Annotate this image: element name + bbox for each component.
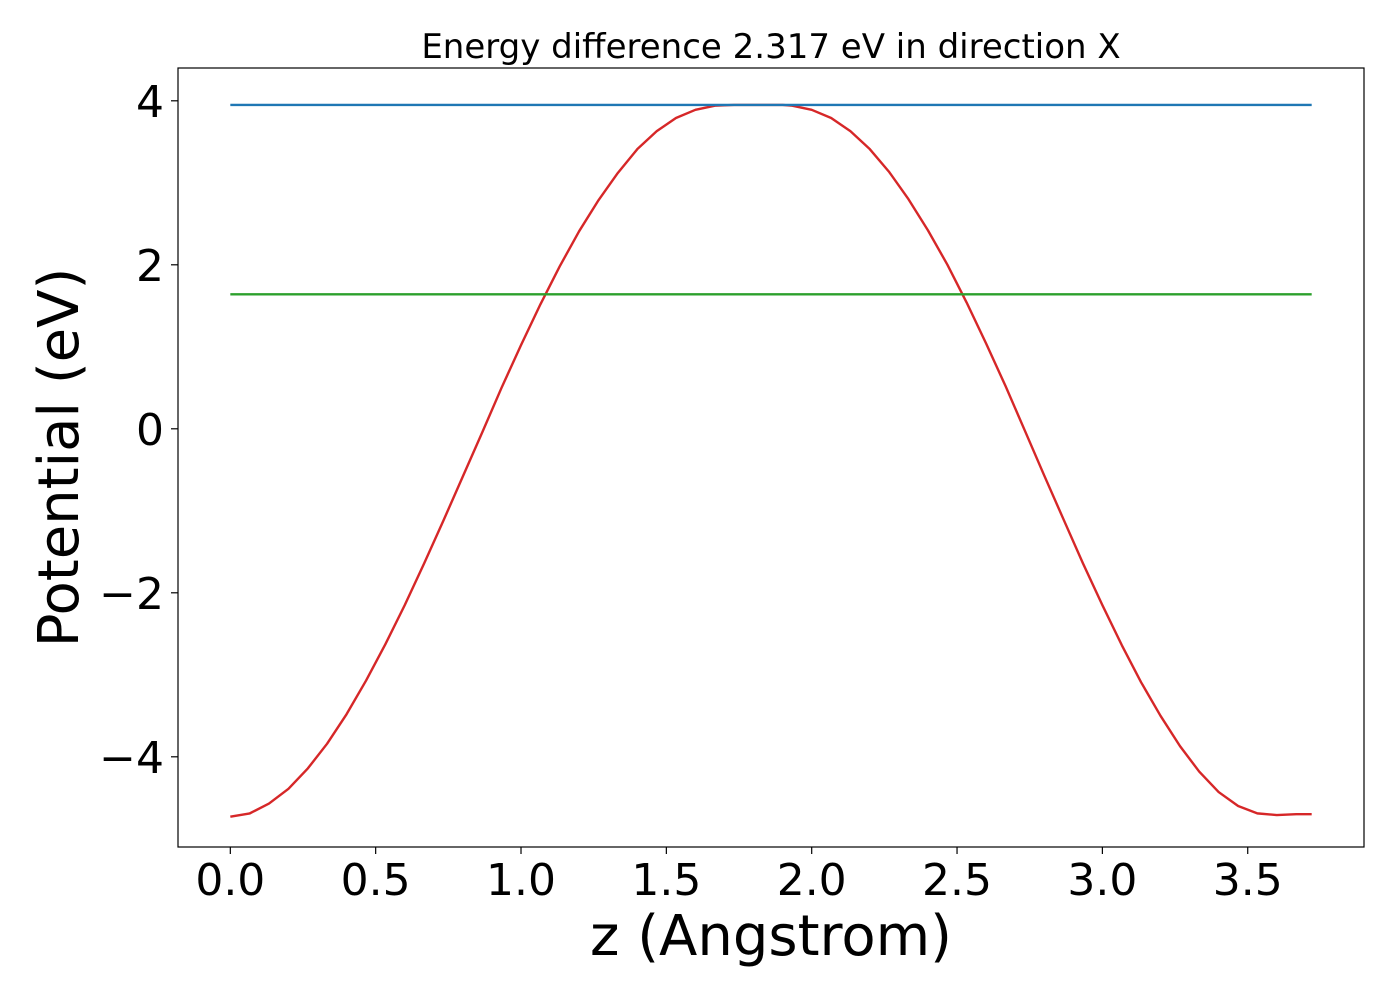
y-tick-label: 0	[136, 405, 164, 456]
x-tick-label: 1.0	[486, 855, 556, 906]
y-tick-label: 2	[136, 241, 164, 292]
x-tick-label: 1.5	[631, 855, 701, 906]
y-axis-label: Potential (eV)	[27, 268, 92, 648]
plot-frame	[177, 67, 1365, 848]
x-tick-label: 2.5	[922, 855, 992, 906]
y-tick-label: 4	[136, 77, 164, 128]
x-tick-label: 0.5	[341, 855, 411, 906]
x-tick-label: 3.0	[1067, 855, 1137, 906]
series-layer	[230, 103, 1312, 818]
x-tick-label: 0.0	[195, 855, 265, 906]
chart-title: Energy difference 2.317 eV in direction …	[421, 27, 1120, 67]
y-tick-label: −4	[99, 733, 164, 784]
x-axis-ticks: 0.0 0.5 1.0 1.5 2.0 2.5 3.0 3.5	[195, 847, 1283, 906]
x-axis-label: z (Angstrom)	[590, 904, 952, 969]
x-tick-label: 3.5	[1213, 855, 1283, 906]
y-tick-label: −2	[99, 569, 164, 620]
x-tick-label: 2.0	[777, 855, 847, 906]
y-axis-ticks: −4 −2 0 2 4	[99, 77, 178, 784]
